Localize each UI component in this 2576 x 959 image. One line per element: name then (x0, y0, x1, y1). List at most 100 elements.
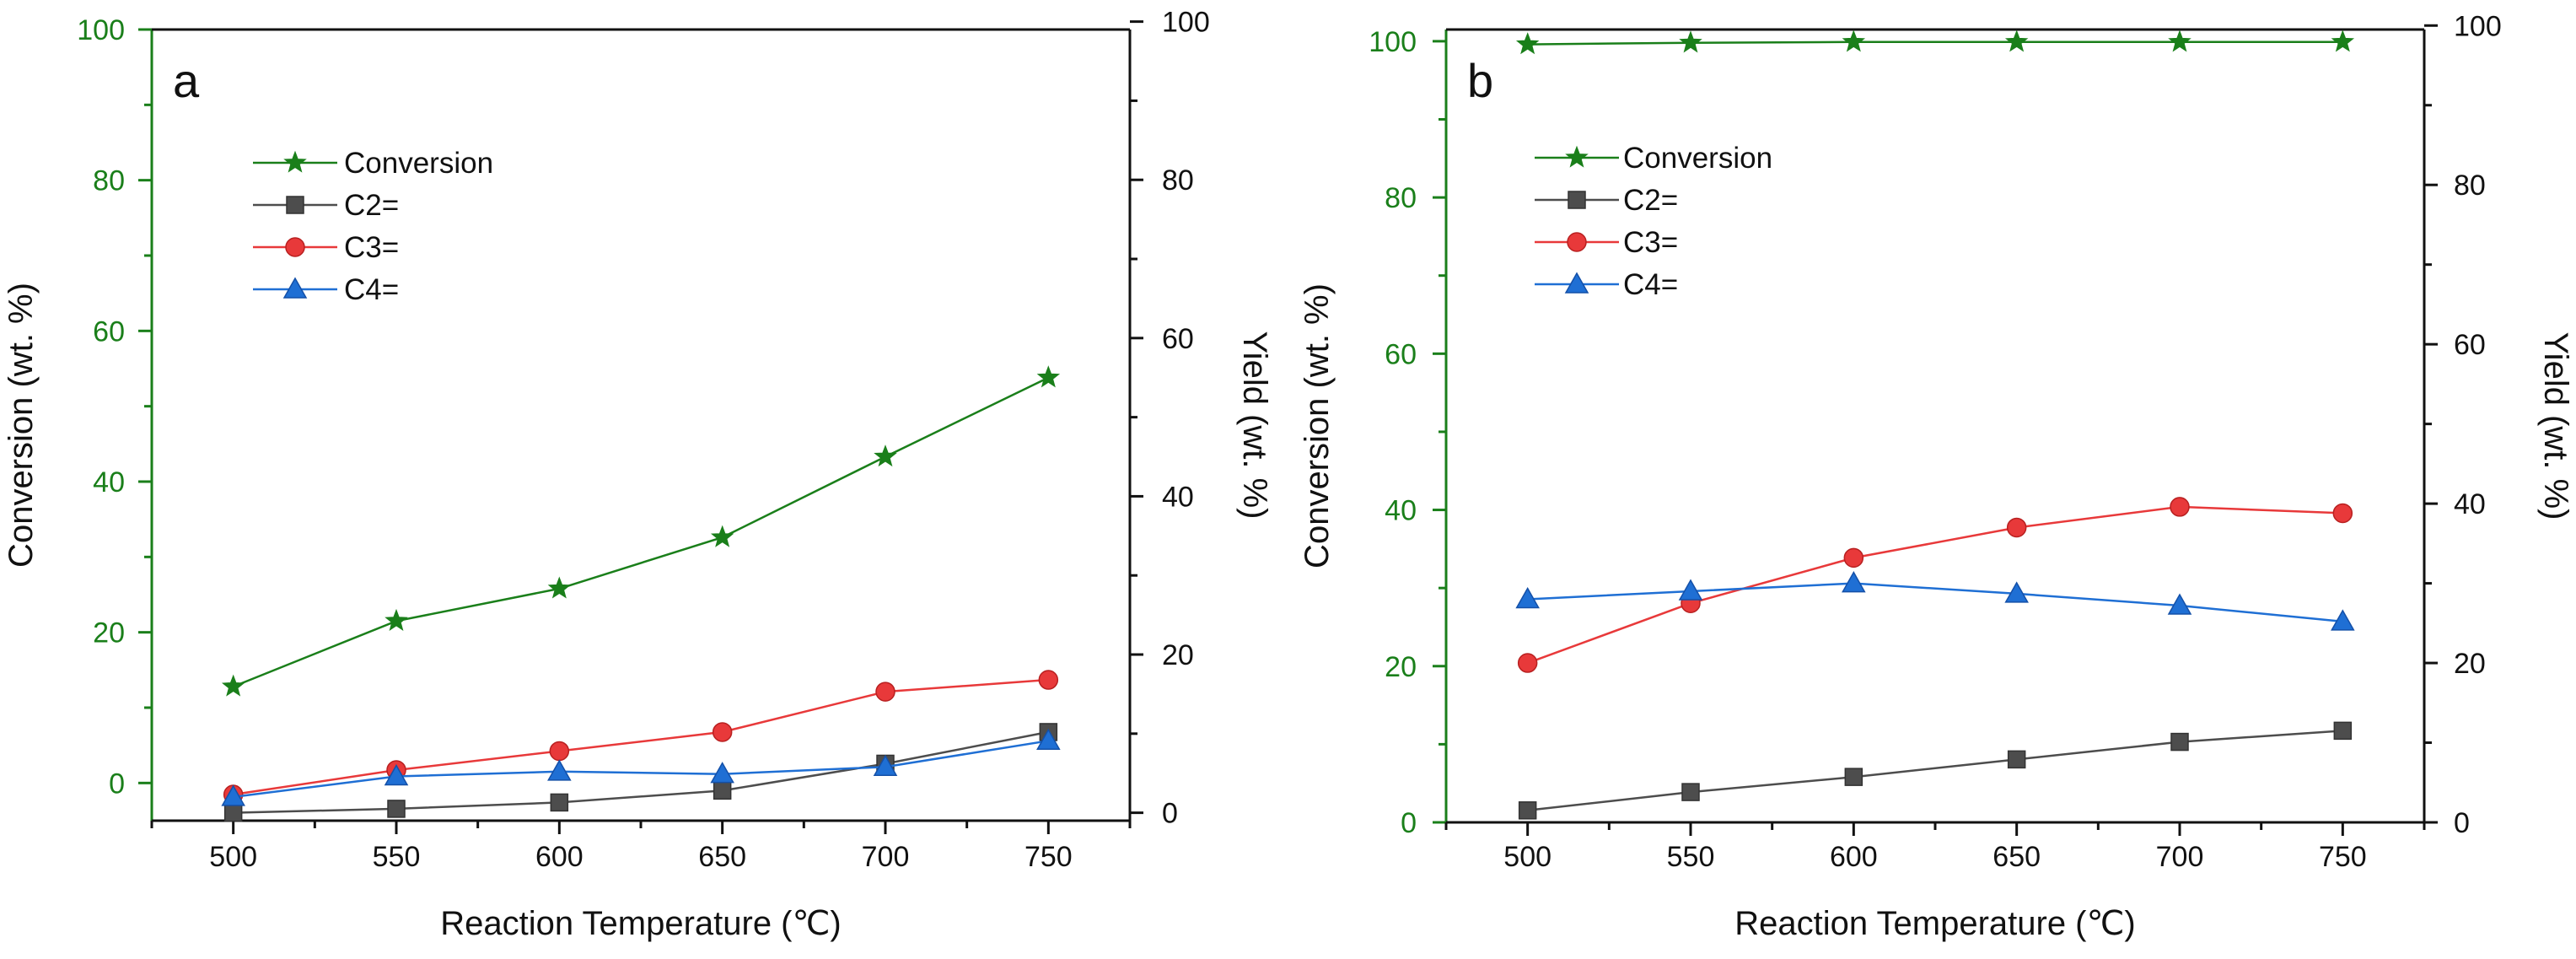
series-c3 (1517, 497, 2353, 673)
data-point-c4 (221, 784, 245, 806)
series-c3 (223, 670, 1059, 805)
right-tick-label: 40 (2454, 488, 2486, 520)
data-point-c4 (710, 762, 734, 784)
data-point-c2 (2333, 721, 2353, 741)
legend-label-c4: C4= (1623, 268, 1678, 301)
data-point-c4 (1515, 586, 1540, 609)
legend-label-conversion: Conversion (344, 147, 493, 180)
legend: Conversion C2= C3= C4= (253, 147, 493, 306)
x-axis-title: Reaction Temperature (℃) (440, 905, 842, 942)
left-tick-label: 100 (77, 14, 125, 46)
left-tick-label: 20 (1385, 651, 1417, 683)
left-axis-title: Conversion (wt. %) (3, 283, 40, 568)
right-tick-label: 20 (1162, 639, 1194, 671)
left-tick-label: 0 (109, 768, 125, 800)
data-point-c4 (2004, 581, 2029, 603)
data-point-c4 (2331, 609, 2355, 631)
x-tick-label: 700 (862, 841, 910, 873)
legend-label-c3: C3= (344, 231, 399, 264)
data-point-conversion (547, 576, 572, 599)
data-point-c4 (2167, 593, 2192, 615)
legend-marker-c4 (1564, 272, 1589, 294)
data-point-c3 (1843, 547, 1864, 568)
data-point-c2 (550, 793, 569, 812)
series-line-c2 (1527, 730, 2343, 812)
x-tick-label: 550 (1667, 841, 1715, 873)
data-point-conversion (221, 674, 245, 697)
series-line-c4 (1527, 582, 2343, 623)
left-tick-label: 0 (1401, 807, 1417, 839)
data-point-c2 (387, 800, 406, 818)
series-line-c2 (233, 730, 1049, 814)
data-point-conversion (1679, 30, 1702, 53)
legend-label-c4: C4= (344, 273, 399, 306)
data-point-conversion (1515, 32, 1540, 55)
data-point-conversion (874, 444, 897, 467)
x-tick-label: 600 (1830, 841, 1878, 873)
left-tick-label: 60 (93, 315, 125, 348)
data-point-c2 (2170, 732, 2189, 752)
data-point-conversion (385, 608, 408, 631)
x-tick-label: 550 (373, 841, 421, 873)
data-point-conversion (710, 525, 734, 547)
legend-label-c2: C2= (1623, 184, 1678, 217)
left-tick-label: 40 (1385, 495, 1417, 527)
legend-label-conversion: Conversion (1623, 142, 1772, 175)
data-point-c3 (2006, 517, 2027, 538)
panel-label: a (173, 54, 200, 107)
x-tick-label: 750 (1024, 841, 1073, 873)
x-axis-title: Reaction Temperature (℃) (1734, 905, 2136, 942)
left-axis-title: Conversion (wt. %) (1299, 283, 1336, 568)
data-point-c4 (1036, 728, 1061, 751)
series-line-c3 (1527, 505, 2343, 665)
series-conversion (1515, 30, 2355, 55)
series-line-conversion (233, 376, 1049, 688)
data-point-c4 (1678, 579, 1703, 601)
legend-marker-c3 (285, 237, 305, 257)
legend-marker-conversion (283, 150, 307, 173)
series-c4 (1515, 571, 2355, 631)
legend: Conversion C2= C3= C4= (1535, 142, 1772, 301)
left-tick-label: 40 (93, 466, 125, 498)
legend-label-c3: C3= (1623, 226, 1678, 259)
data-point-conversion (2331, 30, 2355, 52)
series-line-conversion (1527, 40, 2343, 46)
right-tick-label: 0 (1162, 798, 1178, 830)
data-point-c4 (1842, 571, 1866, 593)
data-point-conversion (2168, 30, 2191, 52)
legend-marker-c3 (1567, 232, 1587, 252)
left-tick-label: 60 (1385, 338, 1417, 370)
x-tick-label: 700 (2156, 841, 2204, 873)
legend-marker-c2 (286, 196, 304, 214)
legend-marker-c4 (282, 277, 308, 299)
data-point-c3 (549, 741, 570, 762)
x-tick-label: 500 (209, 841, 257, 873)
series-conversion (221, 365, 1061, 697)
legend-label-c2: C2= (344, 189, 399, 222)
data-point-c2 (1518, 801, 1537, 820)
legend-marker-conversion (1565, 145, 1589, 168)
x-tick-label: 650 (1993, 841, 2041, 873)
panel-a: 0 20 40 60 80 100 0 20 40 60 80 100 500 550 600 650 700 7… (3, 7, 1273, 942)
data-point-c2 (1681, 783, 1700, 801)
left-tick-label: 100 (1369, 26, 1417, 58)
series-line-c3 (233, 678, 1049, 796)
x-tick-label: 650 (698, 841, 746, 873)
right-tick-label: 100 (1162, 7, 1210, 39)
right-tick-label: 60 (1162, 323, 1194, 355)
right-tick-label: 80 (2454, 170, 2486, 202)
left-tick-label: 80 (93, 165, 125, 197)
right-tick-label: 60 (2454, 329, 2486, 361)
data-point-c2 (713, 781, 732, 800)
data-point-c4 (384, 763, 409, 786)
series-c2 (1518, 721, 2353, 820)
right-tick-label: 100 (2454, 10, 2502, 42)
data-point-c3 (712, 722, 733, 742)
right-tick-label: 0 (2454, 807, 2470, 839)
data-point-c2 (2007, 750, 2026, 769)
data-point-conversion (1842, 30, 1866, 52)
data-point-c4 (873, 754, 898, 776)
data-point-c2 (223, 803, 243, 822)
series-line-c4 (233, 740, 1049, 799)
